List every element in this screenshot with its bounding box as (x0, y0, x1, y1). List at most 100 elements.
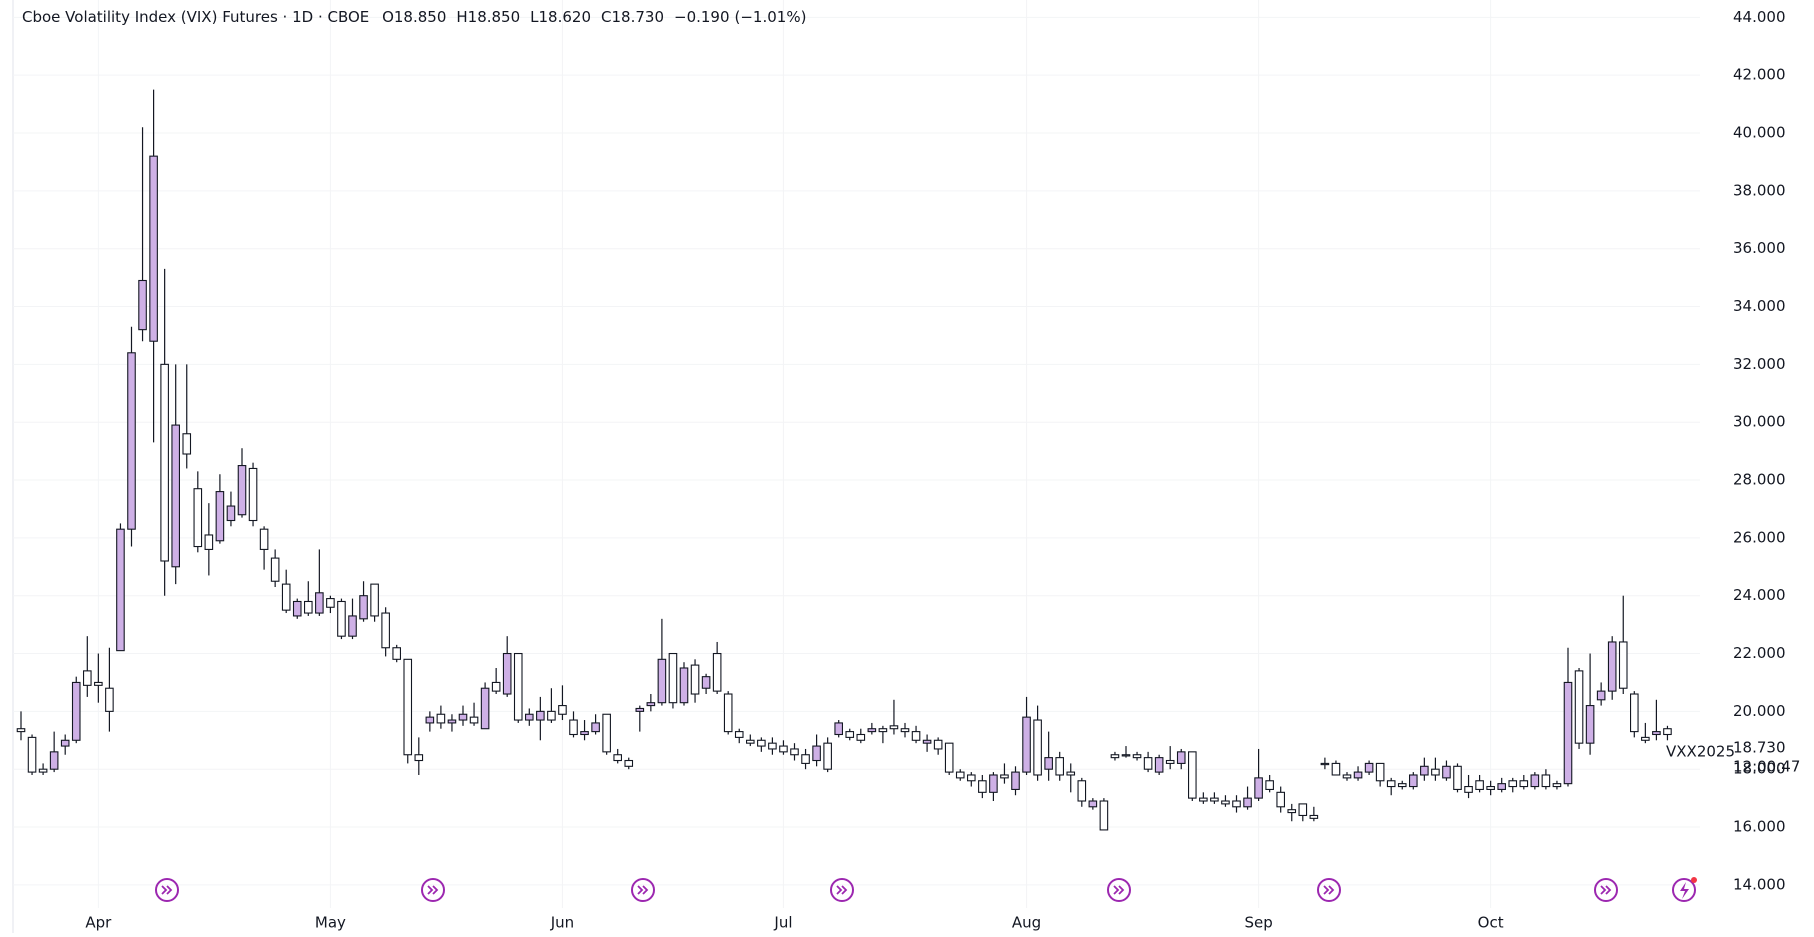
candle-body (1044, 757, 1053, 770)
candle-body (226, 505, 236, 522)
event-icon-bolt (1680, 882, 1689, 899)
candle-body (1254, 777, 1263, 799)
candle-body (447, 719, 457, 724)
y-tick-label: 28.000 (1733, 471, 1786, 489)
candle-body (1397, 783, 1407, 788)
candle-body (1641, 736, 1650, 741)
candle-body (1232, 800, 1241, 808)
candle-body (657, 658, 667, 704)
candle-body (1464, 785, 1473, 793)
candle-body (436, 713, 446, 724)
candle-body (580, 731, 589, 736)
candle-body (1364, 762, 1374, 773)
header-title: Cboe Volatility Index (VIX) Futures · 1D… (22, 8, 369, 26)
candle-body (425, 716, 435, 724)
candle-body (204, 534, 214, 550)
candle-body (370, 583, 379, 617)
y-tick-label: 44.000 (1733, 8, 1786, 26)
candle-body (1243, 797, 1252, 808)
candle-body (1221, 800, 1230, 805)
candle-body (668, 652, 678, 704)
candle-body (1210, 797, 1219, 802)
candle-body (469, 716, 479, 724)
candle-body (646, 702, 656, 707)
candle-body (878, 728, 888, 733)
candle-body (127, 352, 136, 530)
candle-body (867, 728, 877, 733)
countdown: 12:00:47 (1733, 758, 1800, 776)
symbol-label: VXX2025 (1666, 743, 1735, 761)
candle-body (1121, 754, 1131, 757)
candle-body (966, 774, 976, 782)
header-key: O (382, 8, 394, 26)
x-tick-label: May (315, 914, 346, 932)
event-icon-arrow (427, 885, 439, 895)
candle-body (1453, 765, 1462, 790)
candles (16, 89, 1672, 831)
candle-body (779, 745, 788, 753)
event-icon-arrow (1600, 885, 1612, 895)
candle-body (303, 600, 313, 614)
candle-body (734, 731, 744, 738)
candle-body (1563, 681, 1573, 785)
y-tick-label: 26.000 (1733, 528, 1786, 546)
candle-body (480, 687, 490, 730)
candle-body (27, 736, 37, 773)
candle-body (1066, 771, 1076, 776)
event-icon (1107, 878, 1131, 902)
candle-body (1033, 719, 1042, 776)
header-value: 18.730 (612, 8, 665, 26)
header-value: 18.620 (539, 8, 592, 26)
candle-body (911, 731, 921, 741)
event-icon-arrow (1113, 885, 1125, 895)
candle-body (182, 433, 192, 455)
event-icon-arrow (637, 885, 649, 895)
event-icon (1317, 878, 1341, 902)
y-tick-label: 42.000 (1733, 66, 1786, 84)
candle-body (536, 710, 545, 721)
event-icons (155, 877, 1697, 902)
candle-body (1497, 783, 1506, 790)
event-icon-dot (1691, 877, 1697, 883)
x-tick-label: Sep (1244, 914, 1272, 932)
candle-body (1409, 774, 1418, 788)
candle-body (1088, 800, 1098, 808)
event-icon-flash (1672, 878, 1696, 902)
candle-body (237, 465, 247, 516)
event-icon (155, 878, 179, 902)
candle-body (502, 652, 512, 695)
candle-body (845, 731, 855, 738)
y-tick-label: 30.000 (1733, 413, 1786, 431)
candle-body (1165, 759, 1175, 764)
y-tick-label: 34.000 (1733, 297, 1786, 315)
candle-body (1188, 751, 1197, 799)
x-tick-label: Apr (85, 914, 112, 932)
candle-body (569, 719, 578, 736)
candle-body (1486, 785, 1495, 790)
candle-body (547, 710, 556, 721)
candle-body (1077, 780, 1087, 802)
candle-body (171, 424, 180, 568)
event-icon-arrow (836, 885, 848, 895)
candle-body (513, 652, 523, 721)
candle-body (823, 742, 832, 770)
candle-body (1055, 757, 1064, 776)
candle-body (624, 759, 634, 767)
candle-body (745, 739, 755, 744)
candle-body (160, 363, 169, 562)
candle-body (1442, 765, 1451, 779)
candle-body (1618, 641, 1628, 689)
candle-body (712, 652, 722, 692)
candle-body (1663, 728, 1672, 736)
header-change: −0.190 (674, 8, 730, 26)
candle-body (1585, 705, 1595, 744)
x-tick-label: Oct (1478, 914, 1504, 932)
candle-body (1552, 783, 1562, 788)
candle-body (812, 745, 821, 762)
header-change-pct: (−1.01%) (735, 8, 807, 26)
candle-body (1011, 771, 1020, 790)
candle-body (922, 739, 932, 744)
candle-body (1342, 774, 1352, 779)
candle-body (1309, 814, 1319, 819)
